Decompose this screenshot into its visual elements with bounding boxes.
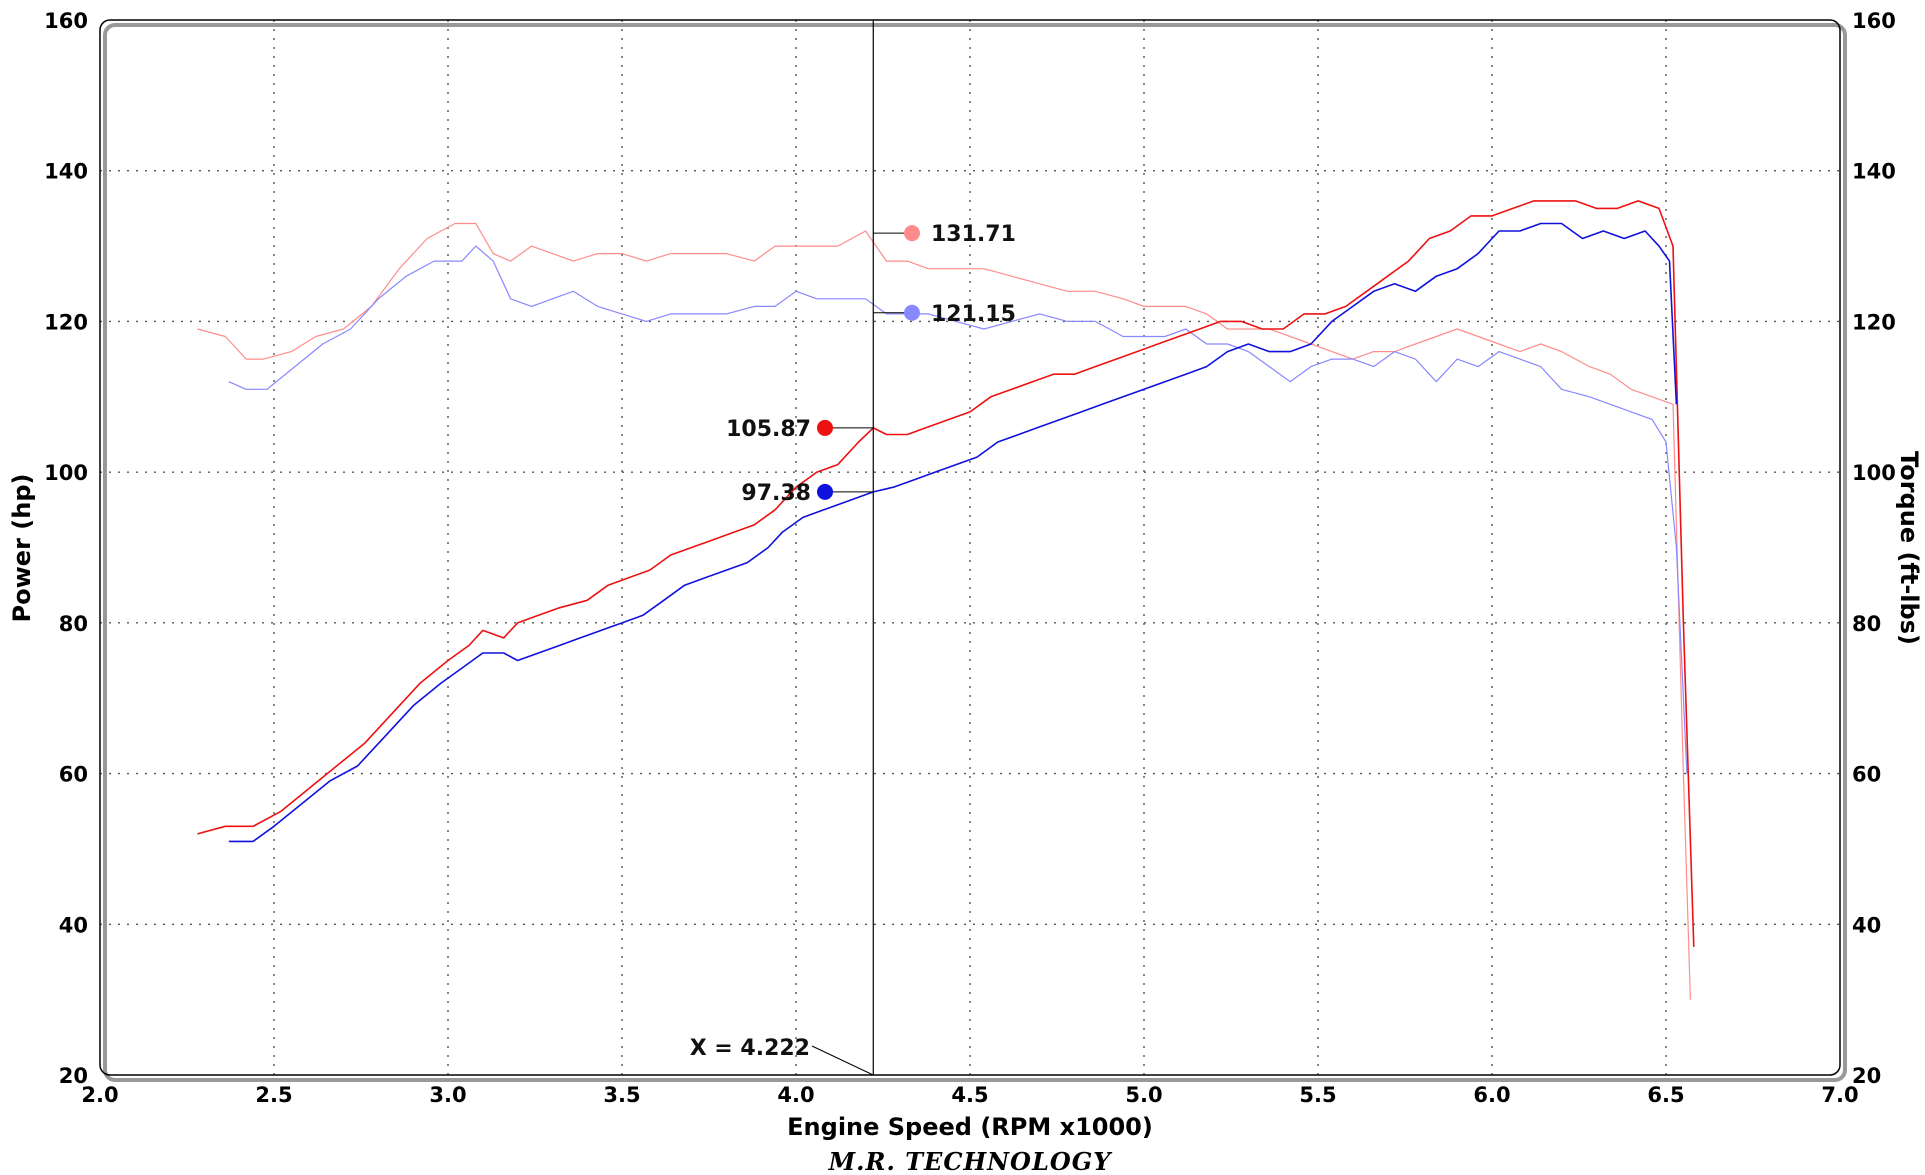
- y-tick-label-left: 140: [44, 160, 88, 184]
- x-tick-label: 6.5: [1647, 1083, 1684, 1107]
- marker-value: 105.87: [726, 417, 811, 442]
- x-tick-label: 5.5: [1299, 1083, 1336, 1107]
- y-tick-label-right: 60: [1852, 763, 1881, 787]
- marker-dot: [904, 225, 920, 242]
- y-tick-label-left: 160: [44, 9, 88, 33]
- marker-dot: [817, 419, 833, 436]
- y-tick-label-right: 120: [1852, 310, 1896, 334]
- marker-dot: [904, 304, 920, 321]
- x-tick-label: 2.5: [255, 1083, 292, 1107]
- x-tick-label: 3.5: [603, 1083, 640, 1107]
- y-tick-label-right: 20: [1852, 1064, 1881, 1088]
- marker-value: 121.15: [931, 302, 1016, 327]
- y-tick-label-right: 80: [1852, 612, 1881, 636]
- series-lines: [197, 200, 1695, 1000]
- cursor-label: X = 4.222: [690, 1036, 810, 1061]
- y-axis-ticks: 20 20 40 40 60 60 80 80 100 100 120 120 140 140 160 160: [44, 9, 1896, 1088]
- x-tick-label: 7.0: [1821, 1083, 1858, 1107]
- x-tick-label: 2.0: [81, 1083, 118, 1107]
- marker-value: 97.38: [741, 481, 811, 506]
- x-tick-label: 6.0: [1473, 1083, 1510, 1107]
- power-series-line-2: [197, 200, 1695, 947]
- y-tick-label-left: 120: [44, 310, 88, 334]
- y-tick-label-left: 80: [59, 612, 88, 636]
- x-tick-label: 4.0: [777, 1083, 814, 1107]
- cursor[interactable]: X = 4.222: [690, 20, 874, 1076]
- x-tick-label: 3.0: [429, 1083, 466, 1107]
- y-axis-title-left: Power (hp): [8, 474, 36, 623]
- x-tick-label: 4.5: [951, 1083, 988, 1107]
- x-axis-title: Engine Speed (RPM x1000): [787, 1113, 1153, 1141]
- y-tick-label-left: 60: [59, 763, 88, 787]
- y-tick-label-left: 100: [44, 461, 88, 485]
- y-tick-label-right: 100: [1852, 461, 1896, 485]
- cursor-label-leader: [811, 1045, 874, 1076]
- footer-brand: M.R. TECHNOLOGY: [828, 1147, 1114, 1175]
- marker-value: 131.71: [931, 222, 1016, 247]
- torque-series-line-1: [228, 245, 1688, 774]
- y-tick-label-right: 40: [1852, 913, 1881, 937]
- power-series-line-3: [228, 222, 1678, 843]
- y-tick-label-left: 20: [59, 1064, 88, 1088]
- y-tick-label-right: 160: [1852, 9, 1896, 33]
- torque-series-line-0: [197, 222, 1691, 1000]
- y-tick-label-left: 40: [59, 913, 88, 937]
- y-tick-label-right: 140: [1852, 160, 1896, 184]
- x-tick-label: 5.0: [1125, 1083, 1162, 1107]
- marker-dot: [817, 483, 833, 500]
- x-axis-ticks: 2.0 2.5 3.0 3.5 4.0 4.5 5.0 5.5 6.0 6.5 7.0: [81, 1083, 1858, 1107]
- plot-area: [99, 19, 1841, 1076]
- value-markers: 131.71 121.15 105.87 97.38: [726, 222, 1016, 506]
- y-axis-title-right: Torque (ft-lbs): [1895, 451, 1923, 645]
- plot-area-shadow: [103, 23, 1847, 1082]
- grid-lines: [100, 20, 1840, 1075]
